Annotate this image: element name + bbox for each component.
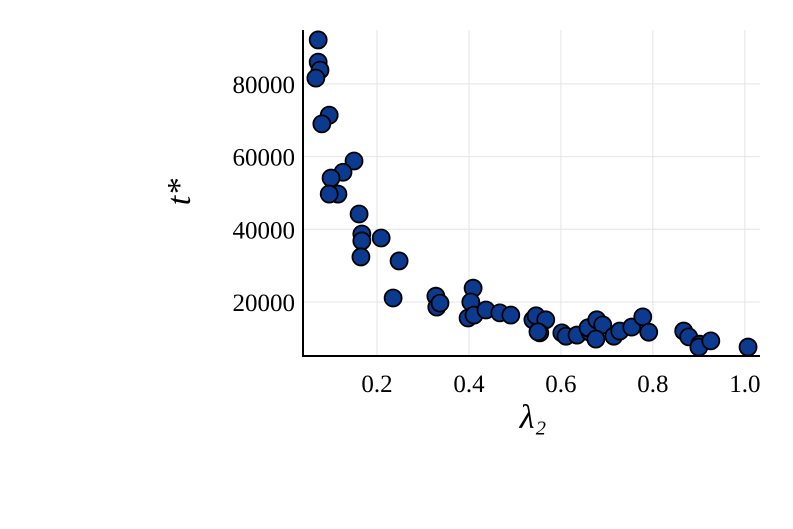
point [430,293,450,313]
x-tick-label: 0.8 [637,371,668,398]
y-tick-label: 20000 [233,290,296,317]
point [351,247,371,267]
point [701,331,721,351]
x-tick-label: 0.6 [545,371,576,398]
point [352,231,372,251]
y-tick-label: 80000 [233,72,296,99]
point [389,251,409,271]
point [312,114,332,134]
y-tick-label: 60000 [233,145,296,172]
point [501,305,521,325]
point [586,329,606,349]
x-tick-label: 0.2 [361,371,392,398]
point [319,184,339,204]
y-tick-label: 40000 [233,217,296,244]
y-axis-label: t* [161,179,198,205]
x-axis-label: λ₂ [519,399,547,436]
point [528,322,548,342]
x-tick-label: 1.0 [729,371,760,398]
point [639,322,659,342]
point [306,68,326,88]
point [349,204,369,224]
point [383,288,403,308]
point [321,168,341,188]
point [344,151,364,171]
point [371,228,391,248]
point [738,337,758,357]
x-tick-label: 0.4 [453,371,485,398]
point [308,30,328,50]
